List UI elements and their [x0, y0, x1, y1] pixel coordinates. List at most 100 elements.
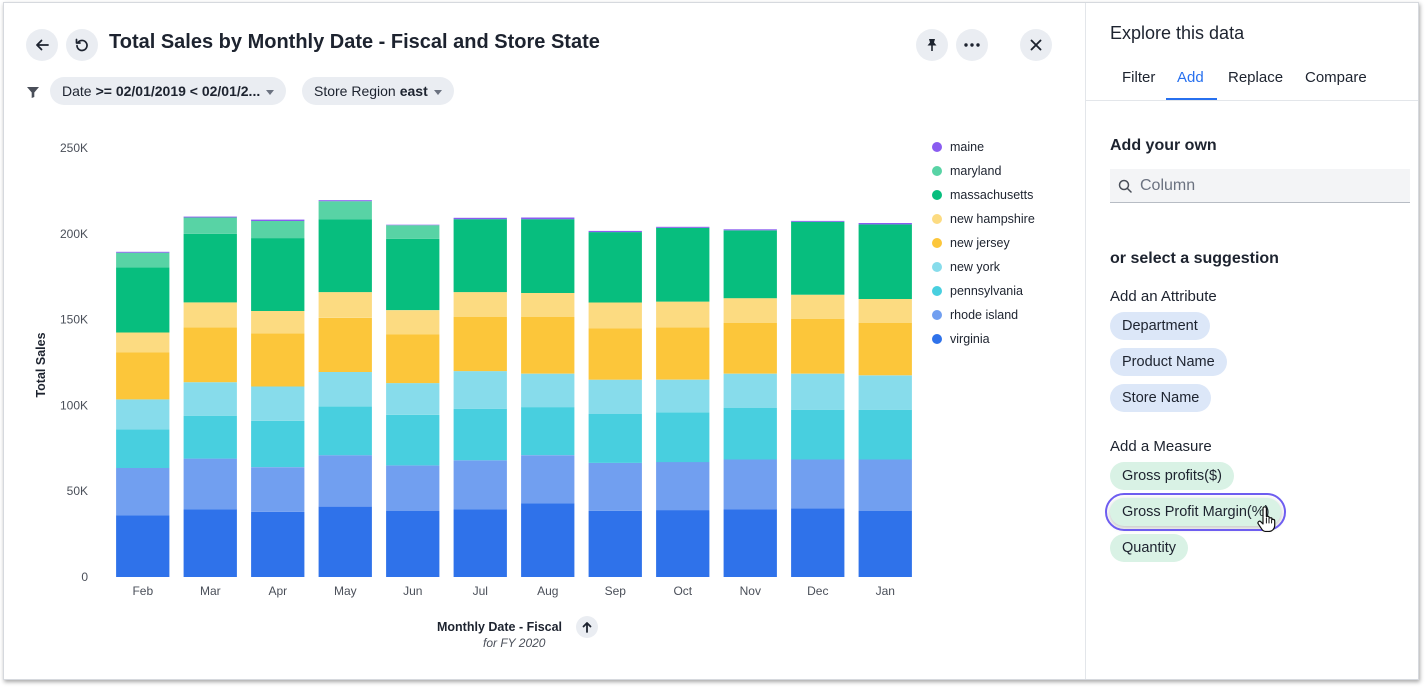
bar-segment-new-jersey-feb[interactable]	[116, 352, 170, 400]
undo-button[interactable]	[66, 29, 98, 61]
suggestion-gross-profit-margin[interactable]: Gross Profit Margin(%)	[1104, 493, 1287, 531]
bar-segment-rhode-island-jan[interactable]	[858, 459, 912, 512]
bar-segment-massachusetts-may[interactable]	[318, 219, 372, 293]
bar-segment-maine-may[interactable]	[318, 200, 372, 202]
bar-segment-rhode-island-apr[interactable]	[251, 467, 305, 512]
bar-segment-virginia-oct[interactable]	[656, 510, 710, 577]
filter-chip-date[interactable]: Date >= 02/01/2019 < 02/01/2...	[50, 77, 287, 105]
bar-segment-pennsylvania-feb[interactable]	[116, 429, 170, 468]
bar-segment-new-hampshire-aug[interactable]	[521, 293, 575, 317]
bar-segment-maryland-jun[interactable]	[386, 225, 440, 239]
bar-segment-massachusetts-nov[interactable]	[723, 230, 777, 299]
bar-segment-new-york-jun[interactable]	[386, 383, 440, 415]
bar-segment-new-jersey-nov[interactable]	[723, 323, 777, 374]
bar-segment-new-hampshire-jul[interactable]	[453, 292, 507, 317]
bar-segment-new-hampshire-oct[interactable]	[656, 301, 710, 328]
bar-segment-new-hampshire-may[interactable]	[318, 292, 372, 318]
bar-segment-rhode-island-feb[interactable]	[116, 468, 170, 516]
bar-segment-virginia-jan[interactable]	[858, 510, 912, 577]
bar-segment-maryland-mar[interactable]	[183, 217, 237, 234]
bar-segment-massachusetts-feb[interactable]	[116, 267, 170, 333]
bar-segment-virginia-jul[interactable]	[453, 509, 507, 577]
bar-segment-new-jersey-jan[interactable]	[858, 323, 912, 376]
bar-segment-maine-feb[interactable]	[116, 251, 170, 253]
suggestion-store-name[interactable]: Store Name	[1110, 384, 1212, 412]
suggestion-department[interactable]: Department	[1110, 312, 1210, 340]
bar-segment-new-jersey-may[interactable]	[318, 317, 372, 372]
bar-segment-rhode-island-mar[interactable]	[183, 458, 237, 510]
bar-segment-maryland-apr[interactable]	[251, 220, 305, 239]
bar-segment-virginia-feb[interactable]	[116, 515, 170, 577]
bar-segment-massachusetts-aug[interactable]	[521, 219, 575, 293]
legend-item-maryland[interactable]: maryland	[932, 164, 1001, 178]
bar-segment-massachusetts-oct[interactable]	[656, 227, 710, 302]
column-search-input[interactable]	[1140, 176, 1390, 195]
close-button[interactable]	[1020, 29, 1052, 61]
bar-segment-new-jersey-apr[interactable]	[251, 333, 305, 387]
tab-compare[interactable]: Compare	[1305, 69, 1367, 86]
bar-segment-maine-jul[interactable]	[453, 217, 507, 220]
bar-segment-pennsylvania-aug[interactable]	[521, 407, 575, 456]
bar-segment-rhode-island-sep[interactable]	[588, 462, 642, 511]
bar-segment-pennsylvania-jan[interactable]	[858, 409, 912, 460]
bar-segment-virginia-dec[interactable]	[791, 508, 845, 577]
bar-segment-new-hampshire-nov[interactable]	[723, 298, 777, 323]
bar-segment-new-jersey-oct[interactable]	[656, 327, 710, 380]
bar-segment-new-jersey-aug[interactable]	[521, 317, 575, 374]
tab-replace[interactable]: Replace	[1228, 69, 1284, 86]
bar-segment-massachusetts-dec[interactable]	[791, 221, 845, 295]
bar-segment-pennsylvania-jul[interactable]	[453, 408, 507, 461]
bar-segment-new-hampshire-mar[interactable]	[183, 302, 237, 328]
bar-segment-massachusetts-jul[interactable]	[453, 219, 507, 293]
suggestion-quantity[interactable]: Quantity	[1110, 534, 1188, 562]
bar-segment-new-hampshire-jun[interactable]	[386, 310, 440, 335]
bar-segment-rhode-island-jul[interactable]	[453, 460, 507, 510]
bar-segment-pennsylvania-apr[interactable]	[251, 420, 305, 468]
bar-segment-pennsylvania-sep[interactable]	[588, 414, 642, 463]
bar-segment-pennsylvania-oct[interactable]	[656, 412, 710, 463]
bar-segment-new-hampshire-jan[interactable]	[858, 299, 912, 323]
bar-segment-new-york-may[interactable]	[318, 371, 372, 407]
bar-segment-new-york-feb[interactable]	[116, 399, 170, 430]
bar-segment-massachusetts-apr[interactable]	[251, 238, 305, 311]
sort-button[interactable]	[576, 616, 598, 638]
bar-segment-maine-jun[interactable]	[386, 224, 440, 226]
bar-segment-new-hampshire-sep[interactable]	[588, 302, 642, 329]
bar-segment-maine-sep[interactable]	[588, 230, 642, 233]
filter-chip-store-region[interactable]: Store Region east	[302, 77, 454, 105]
suggestion-product-name[interactable]: Product Name	[1110, 348, 1227, 376]
bar-segment-new-hampshire-apr[interactable]	[251, 311, 305, 334]
bar-segment-new-york-dec[interactable]	[791, 373, 845, 410]
bar-segment-pennsylvania-nov[interactable]	[723, 408, 777, 460]
legend-item-new-jersey[interactable]: new jersey	[932, 236, 1010, 250]
bar-segment-new-york-apr[interactable]	[251, 386, 305, 421]
bar-segment-new-york-aug[interactable]	[521, 373, 575, 408]
bar-segment-new-jersey-dec[interactable]	[791, 318, 845, 374]
legend-item-maine[interactable]: maine	[932, 140, 984, 154]
legend-item-new-york[interactable]: new york	[932, 260, 1001, 274]
legend-item-rhode-island[interactable]: rhode island	[932, 308, 1018, 322]
bar-segment-rhode-island-nov[interactable]	[723, 459, 777, 510]
bar-segment-massachusetts-mar[interactable]	[183, 233, 237, 303]
bar-segment-maine-mar[interactable]	[183, 216, 237, 218]
bar-segment-rhode-island-aug[interactable]	[521, 455, 575, 504]
bar-segment-virginia-apr[interactable]	[251, 511, 305, 577]
bar-segment-new-york-nov[interactable]	[723, 373, 777, 408]
bar-segment-new-jersey-jul[interactable]	[453, 317, 507, 372]
bar-segment-maine-nov[interactable]	[723, 229, 777, 231]
bar-segment-virginia-may[interactable]	[318, 506, 372, 577]
legend-item-new-hampshire[interactable]: new hampshire	[932, 212, 1035, 226]
column-search[interactable]	[1110, 169, 1410, 203]
bar-segment-rhode-island-oct[interactable]	[656, 462, 710, 510]
bar-segment-maryland-may[interactable]	[318, 201, 372, 220]
bar-segment-maine-jan[interactable]	[858, 223, 912, 225]
bar-segment-pennsylvania-mar[interactable]	[183, 415, 237, 459]
tab-filter[interactable]: Filter	[1122, 69, 1156, 86]
bar-segment-rhode-island-may[interactable]	[318, 455, 372, 507]
legend-item-virginia[interactable]: virginia	[932, 332, 990, 346]
bar-segment-maine-aug[interactable]	[521, 217, 575, 220]
bar-segment-new-york-sep[interactable]	[588, 379, 642, 414]
bar-segment-rhode-island-dec[interactable]	[791, 459, 845, 509]
pin-button[interactable]	[916, 29, 948, 61]
bar-segment-new-hampshire-dec[interactable]	[791, 294, 845, 319]
